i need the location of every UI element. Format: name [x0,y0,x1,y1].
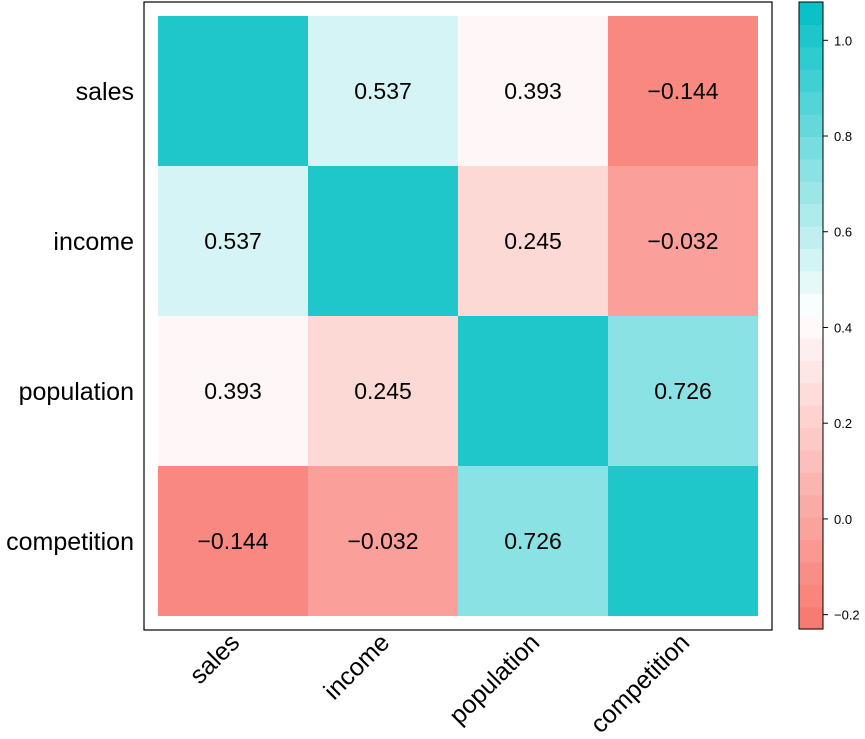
heatmap-cell [158,466,308,616]
heatmap-cell [158,166,308,316]
cell-value-label: −0.032 [648,228,719,254]
heatmap-cell [158,316,308,466]
heatmap-cell [308,16,458,166]
row-label: sales [76,78,134,106]
colorbar-segment [799,584,823,608]
colorbar-segment [799,449,823,473]
colorbar-segment [799,46,823,70]
heatmap-cell [308,466,458,616]
colorbar-segment [799,69,823,93]
cell-value-label: 0.537 [354,78,412,104]
colorbar-tick-label: 1.0 [834,33,852,48]
cell-value-label: 0.726 [654,378,712,404]
column-label: income [318,628,395,705]
colorbar-segment [799,293,823,317]
column-label: competition [585,628,695,738]
colorbar-segment [799,337,823,361]
heatmap-cell [608,16,758,166]
heatmap-cell [458,316,608,466]
colorbar-segment [799,203,823,227]
colorbar-tick-label: −0.2 [834,608,860,623]
colorbar-segment [799,517,823,541]
heatmap-cells [158,16,758,616]
colorbar-segment [799,2,823,25]
heatmap-cell [308,166,458,316]
column-label: sales [184,628,245,689]
heatmap-cell [458,166,608,316]
colorbar-tick-label: 0.8 [834,129,852,144]
colorbar-tick-label: 0.0 [834,512,852,527]
colorbar-segment [799,360,823,384]
colorbar-segment [799,539,823,563]
colorbar-segment [799,270,823,294]
cell-value-label: −0.144 [198,528,269,554]
colorbar-segment [799,24,823,48]
colorbar-frame [798,1,824,630]
cell-value-label: 0.245 [354,378,412,404]
heatmap-cell [458,466,608,616]
colorbar-segment [799,91,823,115]
column-label: population [444,628,545,729]
cell-value-label: −0.144 [648,78,719,104]
colorbar-segment [799,158,823,182]
row-label: income [53,228,134,256]
colorbar-tick-label: 0.4 [834,320,852,335]
heatmap-cell [458,16,608,166]
colorbar-segment [799,181,823,205]
colorbar-segment [799,315,823,339]
colorbar-tick-label: 0.2 [834,416,852,431]
row-labels: sales income population competition [6,78,134,556]
colorbar-segment [799,225,823,249]
heatmap-cell-labels: 0.537 0.393 −0.144 0.537 0.245 −0.032 0.393 0.2… [198,78,719,554]
cell-value-label: 0.393 [504,78,562,104]
heatmap-cell [608,316,758,466]
colorbar-segment [799,561,823,585]
heatmap-cell [608,466,758,616]
cell-value-label: 0.393 [204,378,262,404]
colorbar-segment [799,427,823,451]
colorbar-segment [799,472,823,496]
colorbar-tick-label: 0.6 [834,225,852,240]
colorbar: −0.2 0.0 0.2 0.4 0.6 0.8 1.0 [798,1,860,630]
colorbar-segment [799,113,823,137]
cell-value-label: 0.537 [204,228,262,254]
colorbar-segment [799,382,823,406]
column-labels: sales income population competition [184,628,695,738]
row-label: competition [6,528,134,556]
colorbar-segment [799,606,823,630]
cell-value-label: 0.245 [504,228,562,254]
cell-value-label: −0.032 [348,528,419,554]
colorbar-segment [799,248,823,272]
row-label: population [19,378,134,406]
colorbar-segment [799,405,823,429]
heatmap-cell [308,316,458,466]
cell-value-label: 0.726 [504,528,562,554]
colorbar-segment [799,136,823,160]
heatmap-cell [608,166,758,316]
heatmap-cell [158,16,308,166]
colorbar-segment [799,494,823,518]
